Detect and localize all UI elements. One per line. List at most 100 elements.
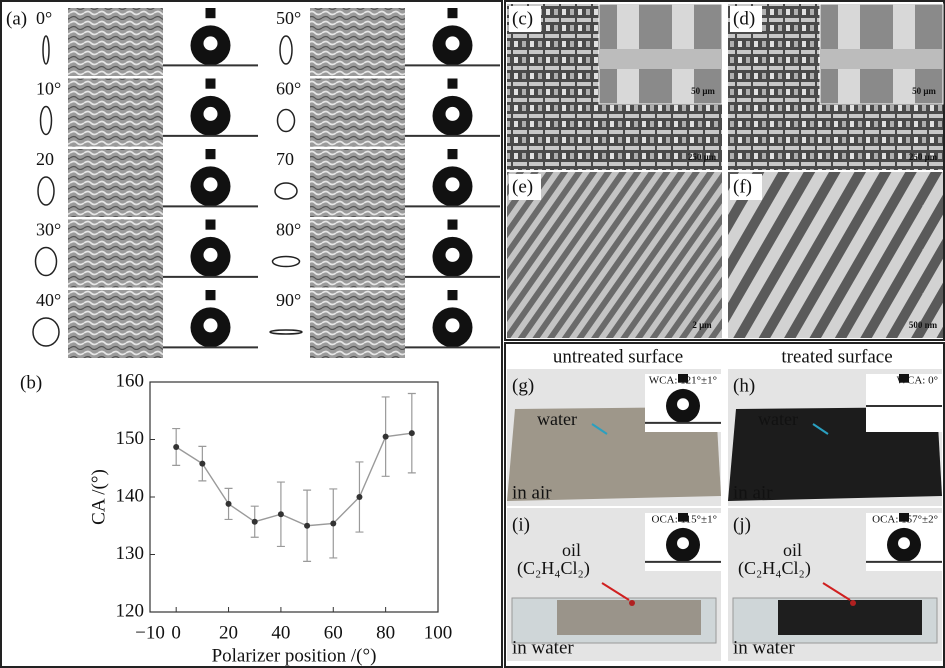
panel-label: (c) <box>512 8 533 29</box>
medium-label: in water <box>512 637 574 658</box>
figure: (a)0°10°2030°40°50°60°7080°90°(b)1201301… <box>0 0 945 668</box>
medium-label: in water <box>733 637 795 658</box>
needle <box>448 149 458 159</box>
sem-strip <box>310 8 405 76</box>
needle <box>206 79 216 89</box>
liquid-label: water <box>758 409 798 429</box>
column-header: untreated surface <box>553 346 683 367</box>
sem-strip <box>68 220 163 288</box>
panel-label: (i) <box>512 514 530 535</box>
panel-label: (d) <box>733 8 755 29</box>
fabric <box>557 600 701 635</box>
scale-label: 250 μm <box>688 152 717 162</box>
panel-label: (j) <box>733 514 751 535</box>
panel-label: (g) <box>512 375 534 396</box>
angle-label: 60° <box>276 79 301 99</box>
droplet-highlight <box>204 107 218 121</box>
sem-strip <box>68 79 163 147</box>
sem-strip <box>68 8 163 76</box>
data-point <box>252 519 258 525</box>
x-tick-label: −10 <box>135 622 165 643</box>
sem-strip <box>310 220 405 288</box>
sem-strip <box>310 290 405 358</box>
data-point <box>173 444 179 450</box>
droplet-highlight <box>446 248 460 262</box>
polarization-icon <box>41 107 52 135</box>
data-point <box>383 434 389 440</box>
angle-label: 80° <box>276 220 301 240</box>
droplet-highlight <box>677 398 689 410</box>
droplet-highlight <box>204 318 218 332</box>
x-axis-label: Polarizer position /(°) <box>212 645 377 666</box>
panel-label: (b) <box>20 372 42 393</box>
column-header: treated surface <box>781 346 892 367</box>
scale-label: 500 nm <box>909 320 938 330</box>
needle <box>448 8 458 18</box>
needle <box>206 220 216 230</box>
scale-label: 50 μm <box>691 86 715 96</box>
medium-label: in air <box>512 482 552 503</box>
contact-angle: OCA: 157°±2° <box>872 514 938 526</box>
x-tick-label: 20 <box>219 622 238 643</box>
sem-strip <box>68 290 163 358</box>
data-point <box>356 494 362 500</box>
polarization-icon <box>38 177 54 205</box>
y-axis-label: CA /(°) <box>88 469 109 525</box>
droplet-highlight <box>446 107 460 121</box>
contact-angle: OCA: 115°±1° <box>652 514 717 526</box>
y-tick-label: 160 <box>116 370 145 391</box>
data-point <box>330 520 336 526</box>
fiber <box>599 49 722 69</box>
data-point <box>199 461 205 467</box>
page: (a)0°10°2030°40°50°60°7080°90°(b)1201301… <box>0 0 945 668</box>
liquid-label: water <box>537 409 577 429</box>
formula: (C₂H₄Cl₂) <box>517 558 590 579</box>
data-point <box>409 430 415 436</box>
medium-label: in air <box>733 482 773 503</box>
droplet-highlight <box>204 177 218 191</box>
droplet-highlight <box>204 248 218 262</box>
y-tick-label: 130 <box>116 543 145 564</box>
droplet-highlight <box>898 537 910 549</box>
plot-frame <box>150 382 438 612</box>
polarization-icon <box>280 36 292 64</box>
contact-angle: WCA: 0° <box>897 375 938 387</box>
needle <box>448 79 458 89</box>
x-tick-label: 100 <box>424 622 453 643</box>
droplet-highlight <box>446 177 460 191</box>
needle <box>206 149 216 159</box>
y-tick-label: 140 <box>116 485 145 506</box>
angle-label: 50° <box>276 8 301 28</box>
panel-label: (f) <box>733 176 752 197</box>
polarization-icon <box>33 318 59 346</box>
x-tick-label: 80 <box>376 622 395 643</box>
angle-label: 10° <box>36 79 61 99</box>
liquid-label: oil <box>562 540 581 560</box>
x-tick-label: 40 <box>271 622 290 643</box>
angle-label: 70 <box>276 149 294 169</box>
x-tick-label: 0 <box>171 622 181 643</box>
y-tick-label: 120 <box>116 600 145 621</box>
droplet-highlight <box>446 36 460 50</box>
needle <box>206 290 216 300</box>
polarization-icon <box>275 183 297 199</box>
polarization-icon <box>278 110 295 132</box>
angle-label: 90° <box>276 290 301 310</box>
formula: (C₂H₄Cl₂) <box>738 558 811 579</box>
angle-label: 40° <box>36 290 61 310</box>
polarization-icon <box>273 257 300 267</box>
angle-label: 30° <box>36 220 61 240</box>
scale-label: 50 μm <box>912 86 936 96</box>
data-point <box>226 501 232 507</box>
polarization-icon <box>270 330 302 334</box>
y-tick-label: 150 <box>116 428 145 449</box>
fiber <box>820 49 943 69</box>
droplet-highlight <box>677 537 689 549</box>
fabric <box>778 600 922 635</box>
needle <box>206 8 216 18</box>
scale-label: 2 μm <box>692 320 712 330</box>
needle <box>448 290 458 300</box>
needle <box>448 220 458 230</box>
droplet-highlight <box>204 36 218 50</box>
droplet-highlight <box>446 318 460 332</box>
